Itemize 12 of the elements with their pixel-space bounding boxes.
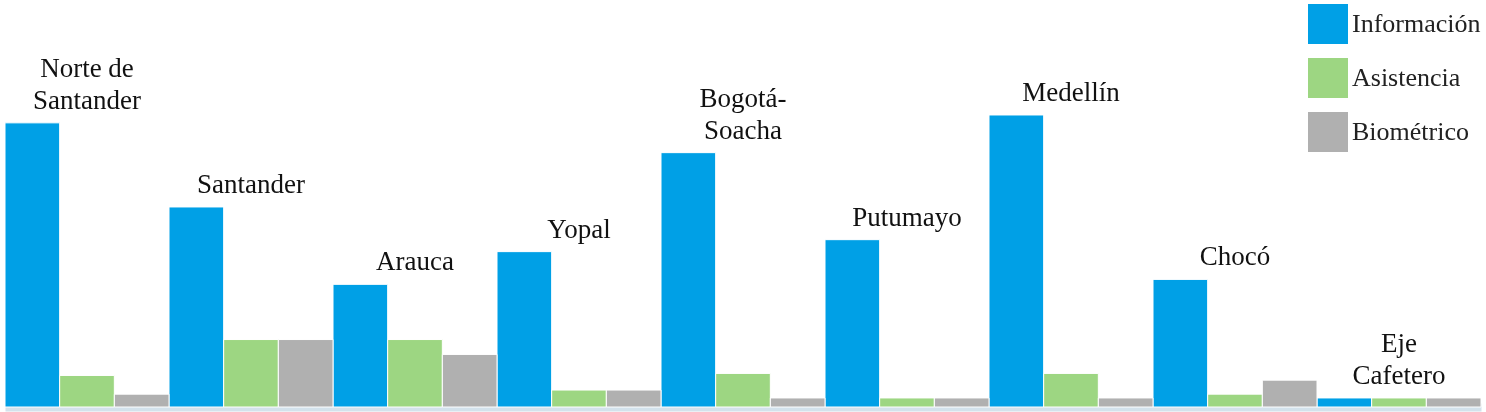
x-tick-label: Santander: [197, 168, 305, 199]
x-tick-label: Yopal: [547, 213, 611, 244]
x-tick-label: Medellín: [1022, 76, 1121, 107]
x-tick-label: Chocó: [1199, 241, 1271, 272]
x-tick-label: Putumayo: [852, 201, 962, 232]
legend-label: Biométrico: [1352, 117, 1469, 146]
x-tick-label: Eje Cafetero: [1352, 327, 1446, 390]
legend-label: Asistencia: [1352, 63, 1461, 92]
x-tick-label: Arauca: [376, 246, 454, 277]
x-tick-label: Bogotá-Soacha: [699, 82, 787, 145]
legend-label: Información: [1352, 9, 1481, 38]
x-tick-label: Norte de Santander: [33, 52, 141, 115]
